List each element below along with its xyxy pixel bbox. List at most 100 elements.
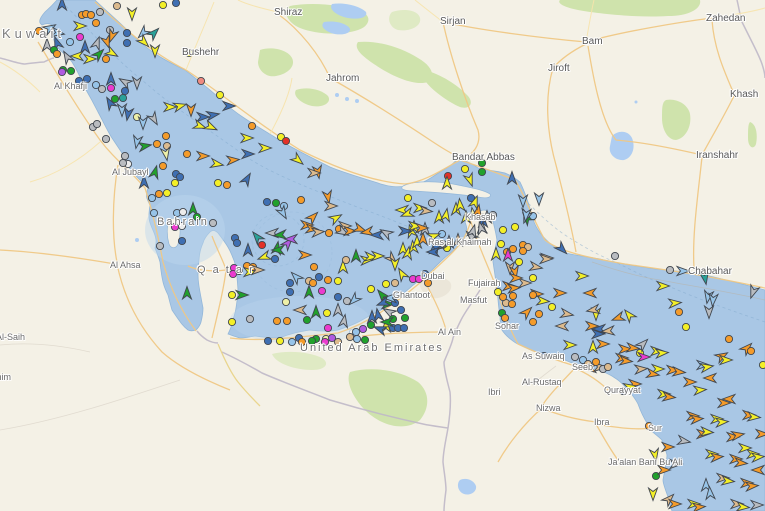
- vessel-underway-marker[interactable]: [508, 263, 521, 280]
- vessel-anchored-marker[interactable]: [170, 178, 180, 188]
- vessel-anchored-marker[interactable]: [162, 188, 172, 198]
- vessel-anchored-marker[interactable]: [603, 362, 613, 372]
- vessel-underway-marker[interactable]: [310, 304, 322, 320]
- vessel-anchored-marker[interactable]: [182, 149, 192, 159]
- vessel-underway-marker[interactable]: [502, 247, 514, 263]
- vessel-anchored-marker[interactable]: [184, 48, 194, 58]
- vessel-underway-marker[interactable]: [375, 295, 392, 310]
- vessel-anchored-marker[interactable]: [317, 286, 327, 296]
- vessel-underway-marker[interactable]: [292, 304, 308, 316]
- vessel-anchored-marker[interactable]: [528, 317, 538, 327]
- vessel-anchored-marker[interactable]: [307, 336, 317, 346]
- vessel-anchored-marker[interactable]: [222, 180, 232, 190]
- vessel-anchored-marker[interactable]: [496, 239, 506, 249]
- vessel-underway-marker[interactable]: [582, 287, 598, 299]
- vessel-underway-marker[interactable]: [625, 341, 641, 353]
- vessel-anchored-marker[interactable]: [192, 212, 202, 222]
- vessel-underway-marker[interactable]: [595, 338, 611, 350]
- vessel-underway-marker[interactable]: [754, 428, 765, 440]
- vessel-anchored-marker[interactable]: [177, 221, 187, 231]
- vessel-anchored-marker[interactable]: [82, 74, 92, 84]
- vessel-underway-marker[interactable]: [533, 191, 545, 207]
- vessel-underway-marker[interactable]: [310, 227, 326, 239]
- vessel-underway-marker[interactable]: [394, 204, 410, 216]
- vessel-underway-marker[interactable]: [527, 260, 544, 273]
- vessel-anchored-marker[interactable]: [297, 337, 307, 347]
- vessel-underway-marker[interactable]: [350, 248, 362, 264]
- vessel-anchored-marker[interactable]: [498, 225, 508, 235]
- vessel-underway-marker[interactable]: [41, 37, 53, 53]
- vessel-underway-marker[interactable]: [714, 417, 730, 429]
- vessel-underway-marker[interactable]: [705, 485, 717, 501]
- vessel-underway-marker[interactable]: [397, 241, 409, 257]
- vessel-underway-marker[interactable]: [656, 464, 672, 476]
- vessel-underway-marker[interactable]: [137, 115, 149, 131]
- vessel-anchored-marker[interactable]: [400, 313, 410, 323]
- vessel-underway-marker[interactable]: [389, 256, 401, 272]
- vessel-anchored-marker[interactable]: [510, 222, 520, 232]
- vessel-underway-marker[interactable]: [257, 142, 273, 154]
- vessel-underway-marker[interactable]: [718, 354, 734, 366]
- vessel-underway-marker[interactable]: [369, 229, 385, 241]
- vessel-underway-marker[interactable]: [117, 75, 135, 91]
- vessel-underway-marker[interactable]: [462, 171, 477, 188]
- vessel-anchored-marker[interactable]: [508, 244, 518, 254]
- vessel-anchored-marker[interactable]: [302, 315, 312, 325]
- vessel-anchored-marker[interactable]: [547, 302, 557, 312]
- vessel-anchored-marker[interactable]: [97, 84, 107, 94]
- vessel-underway-marker[interactable]: [326, 211, 344, 227]
- vessel-underway-marker[interactable]: [618, 354, 634, 366]
- vessel-underway-marker[interactable]: [585, 303, 602, 316]
- vessel-anchored-marker[interactable]: [91, 80, 101, 90]
- vessel-underway-marker[interactable]: [698, 269, 711, 286]
- vessel-underway-marker[interactable]: [89, 35, 104, 52]
- vessel-anchored-marker[interactable]: [101, 54, 111, 64]
- vessel-underway-marker[interactable]: [417, 231, 429, 247]
- vessel-underway-marker[interactable]: [379, 316, 395, 328]
- vessel-underway-marker[interactable]: [647, 486, 659, 502]
- vessel-anchored-marker[interactable]: [309, 262, 319, 272]
- vessel-underway-marker[interactable]: [134, 32, 152, 50]
- vessel-underway-marker[interactable]: [621, 307, 638, 325]
- vessel-anchored-marker[interactable]: [118, 158, 128, 168]
- vessel-underway-marker[interactable]: [633, 364, 649, 376]
- vessel-underway-marker[interactable]: [584, 320, 600, 332]
- vessel-underway-marker[interactable]: [144, 25, 162, 43]
- vessel-underway-marker[interactable]: [746, 410, 762, 422]
- vessel-anchored-marker[interactable]: [360, 335, 370, 345]
- vessel-anchored-marker[interactable]: [477, 167, 487, 177]
- vessel-underway-marker[interactable]: [475, 220, 489, 237]
- vessel-anchored-marker[interactable]: [95, 7, 105, 17]
- vessel-underway-marker[interactable]: [709, 452, 725, 464]
- vessel-anchored-marker[interactable]: [518, 246, 528, 256]
- vessel-anchored-marker[interactable]: [75, 32, 85, 42]
- vessel-anchored-marker[interactable]: [314, 272, 324, 282]
- vessel-underway-marker[interactable]: [554, 320, 570, 332]
- vessel-anchored-marker[interactable]: [271, 198, 281, 208]
- vessel-underway-marker[interactable]: [195, 111, 211, 123]
- vessel-underway-marker[interactable]: [590, 328, 606, 340]
- vessel-underway-marker[interactable]: [136, 140, 153, 153]
- vessel-underway-marker[interactable]: [221, 100, 237, 112]
- vessel-underway-marker[interactable]: [105, 71, 117, 87]
- vessel-underway-marker[interactable]: [648, 446, 661, 463]
- vessel-anchored-marker[interactable]: [112, 1, 122, 11]
- vessel-underway-marker[interactable]: [720, 474, 736, 486]
- vessel-underway-marker[interactable]: [374, 287, 391, 305]
- vessel-anchored-marker[interactable]: [275, 336, 285, 346]
- vessel-anchored-marker[interactable]: [591, 357, 601, 367]
- vessel-underway-marker[interactable]: [333, 223, 351, 239]
- vessel-underway-marker[interactable]: [303, 209, 321, 227]
- vessel-anchored-marker[interactable]: [215, 90, 225, 100]
- vessel-underway-marker[interactable]: [181, 285, 193, 301]
- vessel-underway-marker[interactable]: [425, 246, 441, 258]
- vessel-underway-marker[interactable]: [242, 242, 254, 258]
- vessel-underway-marker[interactable]: [418, 204, 434, 216]
- vessel-underway-marker[interactable]: [149, 43, 161, 59]
- vessel-underway-marker[interactable]: [716, 397, 732, 409]
- vessel-underway-marker[interactable]: [708, 292, 720, 308]
- vessel-underway-marker[interactable]: [443, 234, 455, 250]
- vessel-anchored-marker[interactable]: [118, 93, 128, 103]
- vessel-anchored-marker[interactable]: [262, 197, 272, 207]
- vessel-anchored-marker[interactable]: [665, 265, 675, 275]
